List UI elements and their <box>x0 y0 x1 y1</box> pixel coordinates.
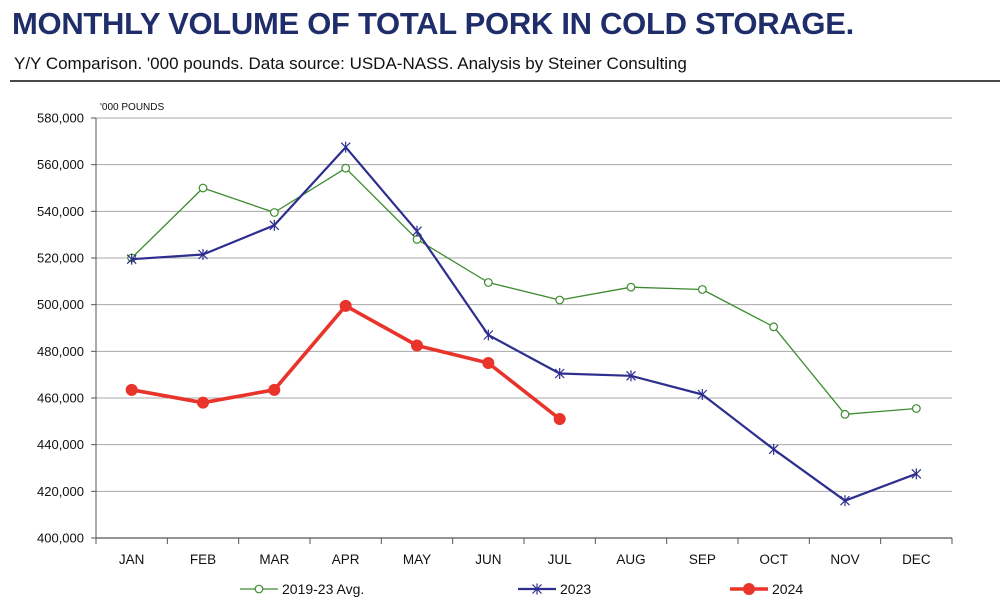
x-tick-label: DEC <box>902 552 931 567</box>
data-point <box>197 396 209 409</box>
x-tick-label: AUG <box>616 552 645 567</box>
data-point <box>269 219 280 231</box>
data-point <box>626 282 636 292</box>
series-2019-23-avg <box>127 163 921 419</box>
x-tick-label: APR <box>332 552 360 567</box>
x-tick-label: MAR <box>259 552 289 567</box>
data-point <box>340 141 351 153</box>
axes <box>91 117 953 544</box>
chart-subtitle: Y/Y Comparison. '000 pounds. Data source… <box>14 54 687 73</box>
data-point <box>198 249 208 260</box>
chart-title: MONTHLY VOLUME OF TOTAL PORK IN COLD STO… <box>12 6 854 41</box>
series-line <box>131 146 917 502</box>
title-divider <box>10 80 1000 82</box>
legend-item: 2024 <box>730 581 803 597</box>
y-tick-label: 580,000 <box>37 111 84 126</box>
data-point <box>532 583 542 595</box>
series-2023 <box>126 141 922 507</box>
x-tick-label: NOV <box>830 552 859 567</box>
y-tick-label: 460,000 <box>37 391 84 406</box>
y-tick-label: 560,000 <box>37 157 84 172</box>
gridlines <box>96 117 952 492</box>
data-point <box>339 299 352 312</box>
y-tick-label: 400,000 <box>37 531 84 546</box>
series-line <box>131 303 561 421</box>
data-point <box>626 370 636 382</box>
data-point <box>769 322 779 332</box>
y-tick-label: 520,000 <box>37 251 84 266</box>
data-point <box>268 383 281 396</box>
x-tick-label: SEP <box>689 552 716 567</box>
data-point <box>254 584 264 594</box>
x-tick-label: OCT <box>759 552 788 567</box>
data-point <box>697 389 708 400</box>
data-point <box>840 495 850 507</box>
data-point <box>483 278 493 287</box>
data-point <box>482 357 495 369</box>
data-point <box>553 413 566 425</box>
data-point <box>125 383 138 396</box>
data-point <box>554 368 565 379</box>
series-lines <box>125 141 922 507</box>
legend-item: 2023 <box>518 581 591 597</box>
series-2024 <box>125 299 566 425</box>
y-tick-label: 480,000 <box>37 344 84 359</box>
unit-label: '000 POUNDS <box>100 102 164 113</box>
data-point <box>555 295 565 305</box>
x-tick-label: MAY <box>403 552 431 567</box>
x-tick-label: JUL <box>548 552 572 567</box>
data-point <box>697 285 707 294</box>
data-point <box>341 163 351 173</box>
data-point <box>768 443 779 455</box>
data-point <box>911 468 922 480</box>
y-tick-label: 420,000 <box>37 484 84 499</box>
y-tick-label: 440,000 <box>37 437 84 452</box>
legend-label: 2023 <box>560 581 591 597</box>
data-point <box>198 183 208 193</box>
data-point <box>126 253 137 265</box>
data-point <box>743 583 755 595</box>
x-tick-label: JUN <box>475 552 501 567</box>
legend-item: 2019-23 Avg. <box>240 581 364 597</box>
y-tick-label: 500,000 <box>37 297 84 312</box>
x-tick-label: FEB <box>190 552 216 567</box>
data-point <box>411 339 423 352</box>
series-line <box>131 167 917 415</box>
x-tick-label: JAN <box>119 552 145 567</box>
y-tick-label: 540,000 <box>37 204 84 219</box>
legend: 2019-23 Avg. 2023 2024 <box>240 581 803 597</box>
y-tick-labels: 400,000 420,000 440,000 460,000 480,000 500,0… <box>37 111 84 546</box>
data-point <box>483 329 494 341</box>
data-point <box>911 404 921 413</box>
data-point <box>412 225 422 237</box>
data-point <box>269 208 279 217</box>
x-tick-labels: JAN FEB MAR APR MAY JUN JUL AUG SEP OCT NOV DEC <box>119 552 931 567</box>
data-point <box>840 409 850 419</box>
legend-label: 2019-23 Avg. <box>282 581 364 597</box>
legend-label: 2024 <box>772 581 803 597</box>
